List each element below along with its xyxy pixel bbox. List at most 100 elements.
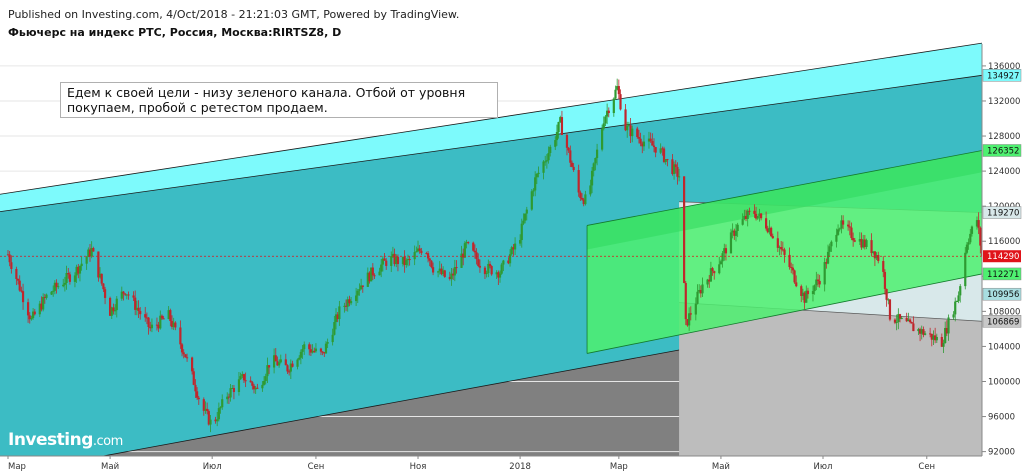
candle-body — [534, 177, 537, 191]
candle-body — [661, 148, 664, 150]
candle-body — [631, 128, 634, 137]
candle-body — [55, 282, 58, 288]
candle-body — [366, 272, 369, 287]
candle-body — [16, 278, 20, 281]
candle-body — [431, 267, 435, 273]
candle-body — [279, 359, 282, 363]
candle-body — [358, 289, 361, 291]
candle-body — [385, 260, 388, 266]
candle-body — [626, 125, 629, 131]
candle-body — [512, 247, 515, 250]
candle-body — [835, 234, 838, 242]
candle-body — [836, 229, 840, 235]
candle-body — [227, 396, 231, 398]
candle-body — [967, 242, 970, 245]
candle-body — [32, 311, 35, 319]
candle-body — [10, 262, 13, 269]
green-channel-top-line — [586, 150, 983, 226]
published-note: Published on Investing.com, 4/Oct/2018 -… — [8, 8, 460, 21]
candle-body — [664, 159, 667, 162]
candle-body — [873, 251, 876, 259]
price-tag-label: 114290 — [987, 252, 1019, 262]
candle-body — [805, 290, 808, 303]
time-tick-label: Май — [101, 462, 119, 472]
candle-body — [510, 247, 513, 255]
candle-body — [671, 159, 674, 175]
candle-body — [291, 363, 294, 367]
candle-body — [719, 261, 723, 265]
candle-body — [21, 291, 25, 303]
candle-body — [537, 172, 540, 175]
candle-body — [560, 117, 564, 135]
candle-body — [490, 266, 493, 275]
candle-body — [816, 279, 820, 281]
candle-body — [818, 280, 821, 285]
candle-body — [522, 220, 525, 224]
candle-body — [502, 260, 505, 265]
candle-body — [395, 256, 398, 265]
candle-body — [898, 314, 902, 319]
candle-body — [145, 317, 149, 319]
candle-body — [267, 365, 271, 368]
candle-body — [754, 213, 758, 219]
candle-body — [139, 310, 142, 315]
candle-body — [580, 198, 584, 200]
candle-body — [969, 233, 972, 243]
candle-body — [555, 132, 559, 141]
candle-body — [192, 371, 195, 385]
candle-body — [472, 242, 475, 251]
candle-body — [100, 273, 103, 284]
candle-body — [53, 282, 56, 291]
candle-body — [67, 273, 70, 275]
candle-body — [370, 267, 373, 282]
candle-body — [497, 272, 500, 278]
candle-body — [826, 251, 830, 264]
candle-body — [182, 352, 185, 355]
price-tag — [982, 287, 1022, 301]
candle-body — [544, 161, 547, 163]
candle-body — [172, 322, 175, 327]
candle-body — [753, 210, 756, 214]
candle-body — [239, 376, 242, 380]
candle-body — [274, 355, 277, 362]
price-tag-label: 112271 — [987, 270, 1019, 280]
candle-body — [184, 354, 187, 358]
candle-body — [45, 294, 48, 298]
candle-body — [108, 297, 112, 316]
candle-body — [135, 307, 138, 310]
candle-body — [947, 317, 950, 334]
candle-body — [33, 311, 36, 315]
candle-body — [299, 351, 302, 358]
candle-body — [641, 143, 644, 147]
candle-body — [440, 268, 443, 275]
candle-body — [828, 246, 831, 252]
candle-body — [589, 185, 592, 195]
candle-body — [900, 317, 903, 319]
candle-body — [815, 279, 818, 286]
candle-body — [711, 268, 714, 272]
candle-body — [612, 98, 615, 114]
candle-body — [570, 162, 574, 167]
candle-body — [530, 191, 533, 210]
price-tag-label: 126352 — [987, 146, 1019, 156]
candle-body — [776, 238, 779, 248]
candle-body — [209, 419, 212, 425]
candle-body — [473, 250, 477, 253]
candle-body — [467, 242, 470, 244]
logo-domain: .com — [92, 434, 123, 449]
time-tick-label: Сен — [918, 462, 935, 472]
candle-body — [216, 419, 219, 422]
candle-body — [264, 376, 267, 382]
candle-body — [847, 224, 850, 227]
candle-body — [147, 317, 150, 327]
candle-body — [261, 384, 264, 389]
candle-body — [436, 271, 440, 273]
candle-body — [475, 252, 478, 260]
candle-body — [321, 351, 324, 353]
annotation-box[interactable]: Едем к своей цели - низу зеленого канала… — [60, 82, 498, 118]
price-tag — [982, 144, 1022, 157]
candle-body — [371, 267, 374, 276]
price-tick-label: 124000 — [988, 167, 1020, 177]
time-axis-bg — [0, 456, 1024, 475]
candle-body — [169, 310, 172, 322]
